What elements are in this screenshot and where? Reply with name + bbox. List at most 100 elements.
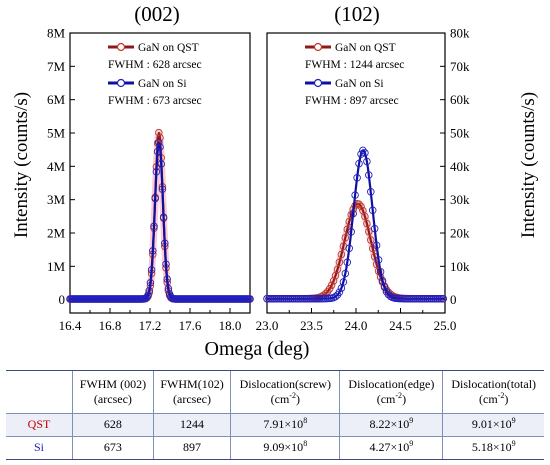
data-point-si (351, 191, 359, 199)
series-line-si (267, 148, 445, 300)
data-point-si (164, 284, 173, 293)
xrd-rocking-curve-chart: (002) (102) Intensity (counts/s) Intensi… (11, 2, 539, 360)
cell-si-screw: 9.09×108 (230, 436, 340, 461)
table-row-qst: QST 628 1244 7.91×108 8.22×109 9.01×109 (6, 413, 544, 437)
data-point-si (265, 294, 273, 303)
series-glow-qst (264, 200, 448, 303)
y-tick-label: 2M (47, 226, 66, 241)
cell-qst-screw: 7.91×108 (230, 413, 340, 437)
data-point-si (433, 294, 442, 303)
header-total-line2: (cm-2) (445, 391, 542, 407)
data-point-si (284, 294, 293, 303)
data-point-si (282, 294, 291, 303)
y-tick-label: 4M (47, 159, 66, 174)
data-point-si (417, 294, 426, 303)
data-point-si (321, 294, 330, 303)
y-tick-label: 30k (450, 192, 470, 207)
cell-si-fwhm002: 673 (72, 436, 154, 461)
y-tick-label: 50k (450, 126, 470, 141)
data-point-qst (355, 200, 363, 208)
data-point-si (380, 283, 389, 291)
data-point-si (368, 206, 377, 215)
data-point-si (429, 294, 438, 303)
data-point-si (396, 294, 404, 303)
data-point-si (273, 294, 281, 303)
data-point-si (269, 294, 277, 303)
cell-si-edge-mant: 4.27×10 (369, 440, 410, 455)
data-point-si (437, 294, 446, 303)
data-point-si (400, 294, 408, 303)
legend-label-qst: GaN on QST (335, 42, 396, 54)
table-row-si: Si 673 897 9.09×108 4.27×109 5.18×109 (6, 436, 544, 461)
data-point-si (431, 294, 440, 303)
table-header-fwhm002: FWHM (002) (arcsec) (72, 370, 154, 414)
data-point-si (159, 213, 168, 221)
data-point-si (355, 159, 363, 168)
data-point-si (146, 279, 155, 287)
header-fwhm102-line2: (arcsec) (173, 391, 211, 406)
header-total-unit: (cm (479, 391, 498, 406)
data-point-si (149, 247, 157, 255)
y-tick-label: 0 (450, 292, 457, 307)
y-tick-label: 7M (47, 59, 66, 74)
data-point-si (404, 294, 412, 303)
header-edge-tail: ) (402, 391, 407, 406)
header-screw-exp: -2 (289, 390, 296, 400)
data-point-si (298, 294, 306, 303)
x-tick-label: 25.0 (434, 318, 457, 333)
data-point-si (370, 224, 379, 233)
data-point-qst (365, 227, 373, 236)
table-header-cell-empty (6, 370, 73, 414)
data-point-si (292, 294, 301, 303)
data-point-si (161, 239, 169, 248)
data-point-qst (325, 285, 334, 293)
x-tick-label: 24.5 (389, 318, 412, 333)
data-point-si (374, 256, 383, 264)
data-point-si (320, 294, 328, 303)
data-point-qst (333, 265, 342, 274)
data-point-si (144, 291, 152, 299)
data-point-si (294, 294, 303, 303)
cell-si-fwhm102: 897 (152, 436, 231, 461)
y-tick-label: 6M (47, 92, 66, 107)
y-tick-label: 3M (47, 192, 66, 207)
header-edge-line1: Dislocation(edge) (348, 376, 435, 391)
cell-qst-edge-exp: 9 (409, 416, 414, 426)
data-point-si (300, 294, 308, 303)
data-point-si (363, 157, 371, 166)
data-point-si (276, 294, 285, 303)
data-point-si (316, 294, 324, 303)
cell-si-screw-mant: 9.09×10 (263, 440, 304, 455)
data-point-si (408, 294, 416, 303)
cell-qst-edge: 8.22×109 (339, 413, 443, 437)
legend-marker-qst (116, 42, 126, 52)
data-point-si (151, 194, 159, 203)
panel-frame-102 (266, 32, 446, 314)
header-screw-line1: Dislocation(screw) (239, 376, 331, 391)
row-label-si: Si (6, 436, 73, 461)
data-point-si (425, 294, 434, 303)
data-point-si (318, 294, 326, 303)
data-point-qst (357, 202, 365, 211)
y-tick-label: 5M (47, 126, 66, 141)
y-tick-label: 60k (450, 92, 470, 107)
dislocation-table: FWHM (002) (arcsec) FWHM(102) (arcsec) D… (6, 370, 544, 461)
data-point-qst (341, 233, 350, 242)
header-edge-exp: -2 (395, 390, 403, 400)
x-axis-label: Omega (deg) (205, 338, 310, 360)
data-point-qst (321, 289, 330, 298)
panel-102: 23.0 23.5 24.0 24.5 25.0 0 10k 20k 30k 40k 50k 60k 7… (256, 26, 470, 334)
header-screw-unit: (cm (270, 391, 290, 406)
data-point-si (152, 167, 161, 176)
data-point-si (423, 294, 432, 303)
data-point-si (274, 294, 283, 303)
data-point-qst (367, 236, 375, 244)
data-point-si (304, 294, 312, 303)
y-tick-label: 70k (450, 59, 470, 74)
panel-frame-002 (69, 32, 251, 314)
data-point-si (323, 294, 332, 303)
data-point-si (439, 294, 447, 303)
dislocation-table-wrap: FWHM (002) (arcsec) FWHM(102) (arcsec) D… (6, 370, 544, 461)
legend-fwhm-qst: FWHM : 1244 arcsec (305, 59, 404, 71)
legend-label-si: GaN on Si (335, 78, 384, 90)
